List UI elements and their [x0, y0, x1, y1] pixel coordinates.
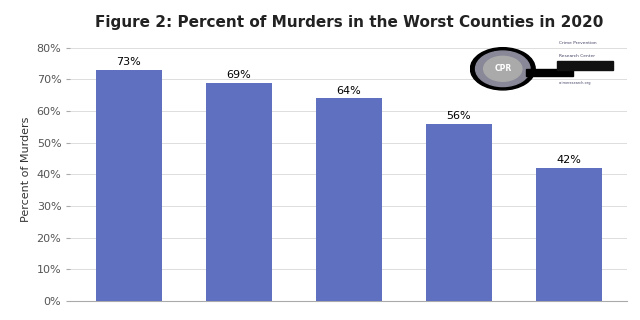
Bar: [557, 61, 613, 70]
Text: CPR: CPR: [494, 64, 511, 73]
Text: 64%: 64%: [337, 86, 361, 96]
Text: Research Center: Research Center: [559, 54, 595, 58]
Text: 69%: 69%: [227, 70, 251, 80]
Bar: [426, 124, 492, 301]
Bar: [536, 168, 602, 301]
Text: 56%: 56%: [447, 111, 471, 121]
Circle shape: [470, 48, 535, 90]
Text: 42%: 42%: [556, 156, 581, 165]
Bar: [526, 69, 573, 76]
Text: 73%: 73%: [116, 58, 141, 68]
Text: Crime Prevention: Crime Prevention: [559, 41, 596, 45]
Circle shape: [484, 56, 522, 81]
Y-axis label: Percent of Murders: Percent of Murders: [21, 117, 31, 222]
Bar: [96, 70, 162, 301]
Bar: [205, 83, 272, 301]
Title: Figure 2: Percent of Murders in the Worst Counties in 2020: Figure 2: Percent of Murders in the Wors…: [95, 15, 603, 30]
Circle shape: [476, 51, 530, 86]
Text: crimeresearch.org: crimeresearch.org: [559, 81, 591, 85]
Bar: [316, 99, 382, 301]
